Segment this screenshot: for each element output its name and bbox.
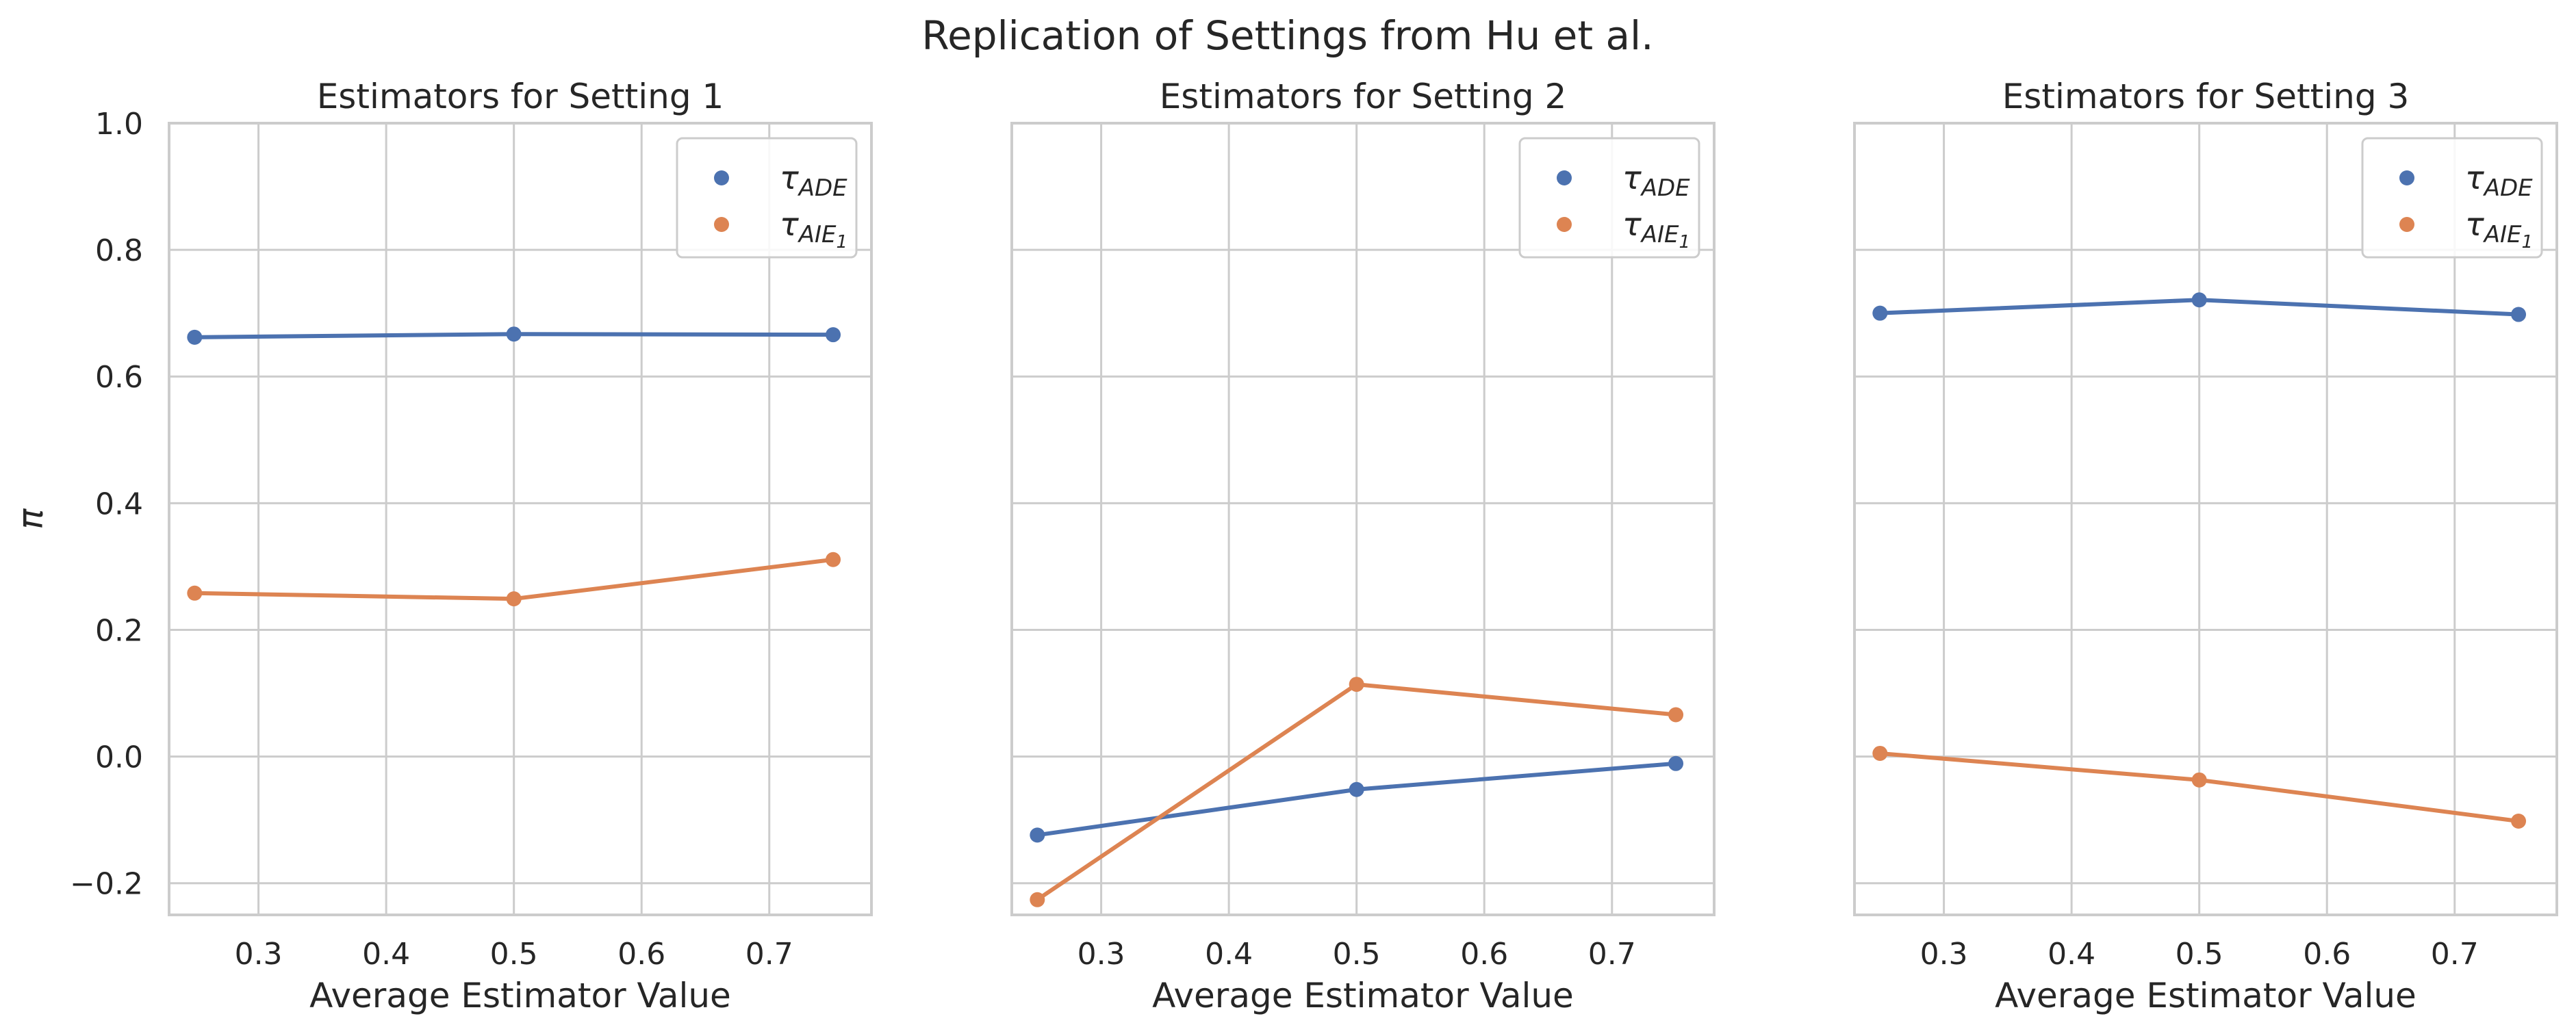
data-point-ade: [1668, 755, 1684, 771]
data-point-aie1: [506, 591, 522, 607]
figure-title: Replication of Settings from Hu et al.: [921, 12, 1653, 59]
data-point-aie1: [1349, 677, 1364, 692]
chart-panels: Estimators for Setting 1 0.3 0.4 0.5 0.6 0.7 A…: [70, 77, 2558, 1015]
y-tick-label: 0.8: [95, 233, 143, 268]
panel-title: Estimators for Setting 2: [1160, 77, 1567, 116]
axes-frame: [1853, 122, 2558, 916]
legend-entry-ade: τADE: [780, 159, 847, 202]
data-point-aie1: [187, 585, 203, 601]
x-tick-label: 0.3: [235, 937, 283, 972]
x-tick-label: 0.7: [745, 937, 793, 972]
x-tick-label: 0.3: [1077, 937, 1125, 972]
legend-marker-ade: [2399, 170, 2414, 185]
x-tick-label: 0.4: [1205, 937, 1253, 972]
y-tick-label: 0.4: [95, 487, 143, 521]
data-point-ade: [1349, 781, 1364, 797]
data-point-aie1: [2511, 814, 2527, 829]
legend-marker-ade: [714, 170, 729, 185]
data-point-aie1: [1030, 892, 1045, 907]
y-tick-label: 1.0: [95, 107, 143, 142]
x-tick-label: 0.6: [617, 937, 665, 972]
x-tick-label: 0.4: [2048, 937, 2095, 972]
x-tick-label: 0.3: [1920, 937, 1968, 972]
legend-marker-aie1: [2399, 217, 2414, 232]
legend-entry-aie1: τAIE1: [780, 206, 847, 252]
y-tick-label: 0.6: [95, 360, 143, 395]
x-tick-label: 0.7: [1588, 937, 1636, 972]
x-tick-label: 0.4: [362, 937, 410, 972]
data-point-ade: [1872, 305, 1888, 321]
legend-entry-aie1: τAIE1: [1622, 206, 1690, 252]
legend-marker-aie1: [1557, 217, 1572, 232]
x-tick-label: 0.5: [1333, 937, 1381, 972]
panel-2: Estimators for Setting 2 0.3 0.4 0.5 0.6 0.7 A…: [1010, 77, 1716, 1015]
data-point-aie1: [1872, 745, 1888, 761]
panel-3: Estimators for Setting 3 0.3 0.4 0.5 0.6 0.7 A…: [1853, 77, 2558, 1015]
data-point-aie1: [2191, 772, 2207, 788]
axes-frame: [1010, 122, 1716, 916]
panel-title: Estimators for Setting 1: [317, 77, 724, 116]
x-tick-label: 0.5: [2176, 937, 2223, 972]
x-axis-label: Average Estimator Value: [309, 976, 731, 1015]
data-point-ade: [2511, 307, 2527, 322]
x-axis-label: Average Estimator Value: [1995, 976, 2416, 1015]
legend-entry-ade: τADE: [1622, 159, 1690, 202]
data-point-ade: [2191, 292, 2207, 308]
legend-entry-aie1: τAIE1: [2465, 206, 2533, 252]
data-point-ade: [506, 326, 522, 342]
x-axis-label: Average Estimator Value: [1152, 976, 1574, 1015]
legend-marker-ade: [1557, 170, 1572, 185]
data-point-aie1: [1668, 707, 1684, 723]
panel-1: Estimators for Setting 1 0.3 0.4 0.5 0.6 0.7 A…: [70, 77, 873, 1015]
y-tick-label: 0.2: [95, 613, 143, 648]
legend-marker-aie1: [714, 217, 729, 232]
data-point-aie1: [826, 552, 841, 567]
y-tick-label: 0.0: [95, 740, 143, 775]
y-axis-label: π: [11, 508, 51, 530]
panel-title: Estimators for Setting 3: [2002, 77, 2410, 116]
data-point-ade: [826, 327, 841, 343]
axes-frame: [168, 122, 873, 916]
data-point-ade: [187, 329, 203, 345]
x-tick-label: 0.6: [1460, 937, 1508, 972]
x-tick-label: 0.5: [490, 937, 538, 972]
x-tick-label: 0.7: [2431, 937, 2479, 972]
data-point-ade: [1030, 827, 1045, 843]
x-tick-label: 0.6: [2303, 937, 2351, 972]
legend-entry-ade: τADE: [2465, 159, 2533, 202]
y-tick-label: −0.2: [70, 867, 143, 902]
